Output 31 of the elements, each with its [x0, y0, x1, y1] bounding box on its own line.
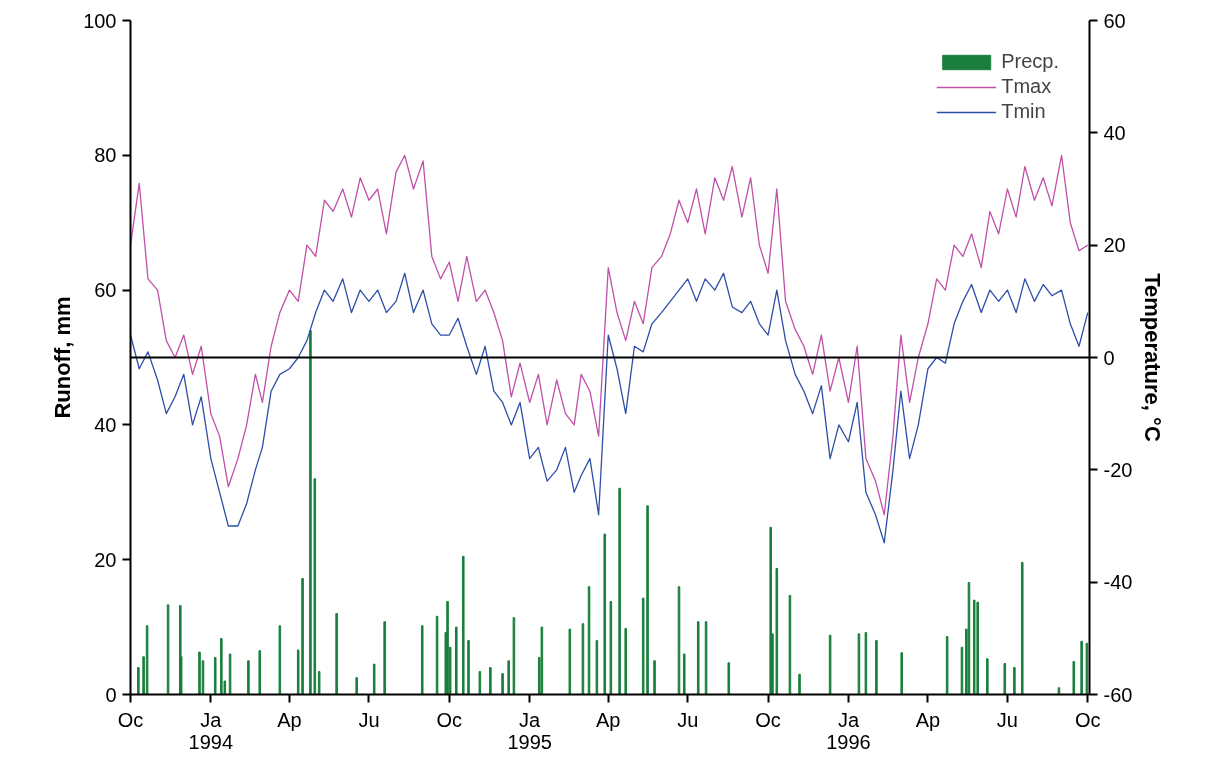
y2-tick-label: -40 — [1103, 571, 1133, 594]
y-tick-label: 40 — [94, 413, 117, 436]
legend-label: Tmax — [1001, 75, 1052, 98]
x-tick-label: Ap — [277, 708, 302, 731]
y2-tick-label: 0 — [1103, 346, 1115, 369]
y2-tick-label: 20 — [1103, 234, 1126, 257]
x-tick-label: Ju — [996, 708, 1018, 731]
y2-tick-label: 60 — [1103, 9, 1126, 32]
x-tick-label: Oc — [755, 708, 781, 731]
x-tick-label: Ap — [596, 708, 621, 731]
y2-tick-label: -60 — [1103, 683, 1133, 706]
y2-axis-title: Temperature, °C — [1140, 273, 1166, 442]
x-tick-label: Ju — [358, 708, 380, 731]
x-tick-label: Ja 1994 — [188, 708, 234, 753]
y-tick-label: 100 — [83, 9, 117, 32]
y-tick-label: 0 — [105, 683, 117, 706]
y-tick-label: 20 — [94, 548, 117, 571]
y-tick-label: 80 — [94, 144, 117, 167]
x-tick-label: Ja 1995 — [507, 708, 552, 753]
y2-tick-label: -20 — [1103, 458, 1133, 481]
x-tick-label: Ju — [677, 708, 699, 731]
legend-label: Tmin — [1001, 100, 1046, 123]
x-tick-label: Ap — [915, 708, 941, 731]
y-axis-title: Runoff, mm — [50, 296, 76, 419]
x-tick-label: Oc — [117, 708, 144, 731]
y2-tick-label: 40 — [1103, 121, 1126, 144]
y-tick-label: 60 — [94, 279, 117, 302]
x-tick-label: Ja 1996 — [826, 708, 871, 753]
legend-label: Precp. — [1001, 50, 1059, 73]
x-tick-label: Oc — [1074, 708, 1101, 731]
x-tick-label: Oc — [436, 708, 463, 731]
